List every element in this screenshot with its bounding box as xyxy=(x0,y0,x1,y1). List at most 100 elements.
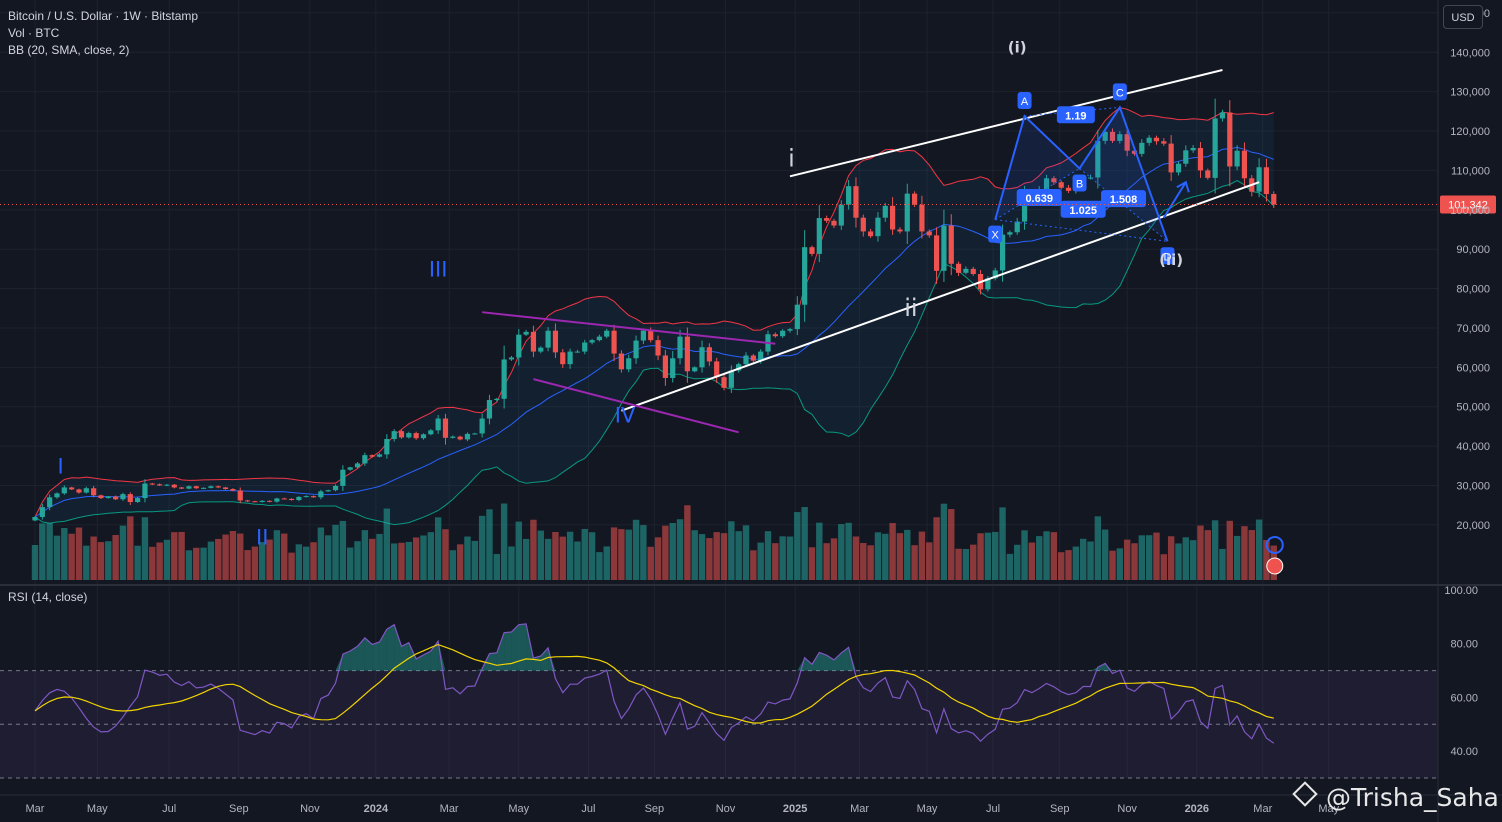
candle-body[interactable] xyxy=(750,355,756,361)
candle-body[interactable] xyxy=(237,490,243,501)
candle-body[interactable] xyxy=(890,205,896,230)
candle-body[interactable] xyxy=(376,454,383,457)
candle-body[interactable] xyxy=(1256,167,1262,192)
pattern-point-badge[interactable] xyxy=(1072,174,1087,192)
candle-body[interactable] xyxy=(772,334,778,337)
candle-body[interactable] xyxy=(692,367,698,372)
candle-body[interactable] xyxy=(626,358,632,370)
candle-body[interactable] xyxy=(303,496,309,498)
wedge-trendline[interactable] xyxy=(533,378,739,434)
candle-body[interactable] xyxy=(706,347,712,362)
candle-body[interactable] xyxy=(186,486,192,489)
candle-body[interactable] xyxy=(684,336,690,372)
candle-body[interactable] xyxy=(494,398,500,401)
rsi-ma-line[interactable] xyxy=(34,643,1274,724)
candle-body[interactable] xyxy=(1014,221,1020,233)
rsi-indicator-label[interactable]: RSI (14, close) xyxy=(8,590,88,604)
candle-body[interactable] xyxy=(941,225,947,271)
candle-body[interactable] xyxy=(1102,131,1108,141)
candle-body[interactable] xyxy=(736,364,742,371)
candle-body[interactable] xyxy=(406,433,412,438)
candle-body[interactable] xyxy=(61,487,67,494)
candle-body[interactable] xyxy=(310,496,317,498)
candle-body[interactable] xyxy=(208,486,214,488)
candle-body[interactable] xyxy=(838,204,844,226)
symbol-title[interactable]: Bitcoin / U.S. Dollar · 1W · Bitstamp xyxy=(8,9,199,23)
candle-body[interactable] xyxy=(758,351,764,361)
candle-body[interactable] xyxy=(1095,140,1101,178)
candle-body[interactable] xyxy=(1043,178,1050,190)
candle-body[interactable] xyxy=(362,455,368,464)
candle-body[interactable] xyxy=(479,418,485,434)
candle-body[interactable] xyxy=(787,329,793,331)
candle-body[interactable] xyxy=(91,488,97,496)
candle-body[interactable] xyxy=(442,418,449,438)
rsi-pane[interactable] xyxy=(0,623,1438,779)
candle-body[interactable] xyxy=(1058,182,1064,188)
candle-body[interactable] xyxy=(98,495,104,499)
candle-body[interactable] xyxy=(200,487,207,489)
pattern-point-badge[interactable] xyxy=(1017,92,1032,110)
candle-body[interactable] xyxy=(1109,131,1116,141)
candle-body[interactable] xyxy=(179,487,185,489)
lightning-icon[interactable] xyxy=(1265,536,1284,554)
rsi-line[interactable] xyxy=(34,623,1275,744)
candle-body[interactable] xyxy=(794,304,800,330)
channel-trendline[interactable] xyxy=(621,181,1260,412)
candle-body[interactable] xyxy=(589,340,595,343)
candle-body[interactable] xyxy=(1168,143,1174,173)
candle-body[interactable] xyxy=(1205,170,1211,178)
candle-body[interactable] xyxy=(560,352,566,365)
candle-body[interactable] xyxy=(1007,232,1013,235)
candle-body[interactable] xyxy=(325,490,331,492)
candle-body[interactable] xyxy=(222,487,229,490)
candle-body[interactable] xyxy=(259,500,265,503)
candle-body[interactable] xyxy=(809,247,815,254)
candle-body[interactable] xyxy=(926,231,932,236)
candle-body[interactable] xyxy=(904,193,910,232)
candle-body[interactable] xyxy=(721,377,727,388)
candle-body[interactable] xyxy=(1051,178,1057,183)
candle-body[interactable] xyxy=(853,186,859,218)
candle-body[interactable] xyxy=(1227,112,1233,167)
candle-body[interactable] xyxy=(157,484,163,486)
candle-body[interactable] xyxy=(486,400,493,419)
candle-body[interactable] xyxy=(699,347,705,368)
pattern-point-badge[interactable] xyxy=(1112,83,1127,101)
candle-body[interactable] xyxy=(633,340,639,359)
candle-body[interactable] xyxy=(347,467,353,470)
candle-body[interactable] xyxy=(567,351,573,365)
candle-body[interactable] xyxy=(171,484,177,488)
candle-body[interactable] xyxy=(244,500,251,502)
volume-indicator-label[interactable]: Vol · BTC xyxy=(8,26,60,40)
candle-body[interactable] xyxy=(47,497,53,508)
candle-body[interactable] xyxy=(135,498,141,503)
candle-body[interactable] xyxy=(516,334,522,358)
candle-body[interactable] xyxy=(882,205,888,218)
candle-body[interactable] xyxy=(288,498,295,501)
candle-body[interactable] xyxy=(1271,194,1277,205)
candle-body[interactable] xyxy=(1065,187,1072,191)
us-flag-icon[interactable] xyxy=(1266,557,1284,575)
candle-body[interactable] xyxy=(1190,147,1196,151)
candle-body[interactable] xyxy=(54,493,60,498)
candle-body[interactable] xyxy=(538,347,544,352)
currency-button[interactable]: USD xyxy=(1443,5,1483,29)
candle-body[interactable] xyxy=(846,186,852,205)
candle-body[interactable] xyxy=(1183,150,1189,164)
candle-body[interactable] xyxy=(354,463,361,468)
candle-body[interactable] xyxy=(76,489,82,493)
candle-body[interactable] xyxy=(83,488,89,493)
candle-body[interactable] xyxy=(1263,167,1270,195)
candle-body[interactable] xyxy=(501,359,507,399)
candle-body[interactable] xyxy=(780,330,786,337)
candle-body[interactable] xyxy=(1131,150,1138,154)
candle-body[interactable] xyxy=(281,498,287,500)
candle-body[interactable] xyxy=(574,351,581,353)
candle-body[interactable] xyxy=(32,516,38,521)
candle-body[interactable] xyxy=(142,483,148,499)
pattern-point-badge[interactable] xyxy=(1160,247,1175,265)
candle-body[interactable] xyxy=(215,486,221,488)
candle-body[interactable] xyxy=(919,204,925,232)
